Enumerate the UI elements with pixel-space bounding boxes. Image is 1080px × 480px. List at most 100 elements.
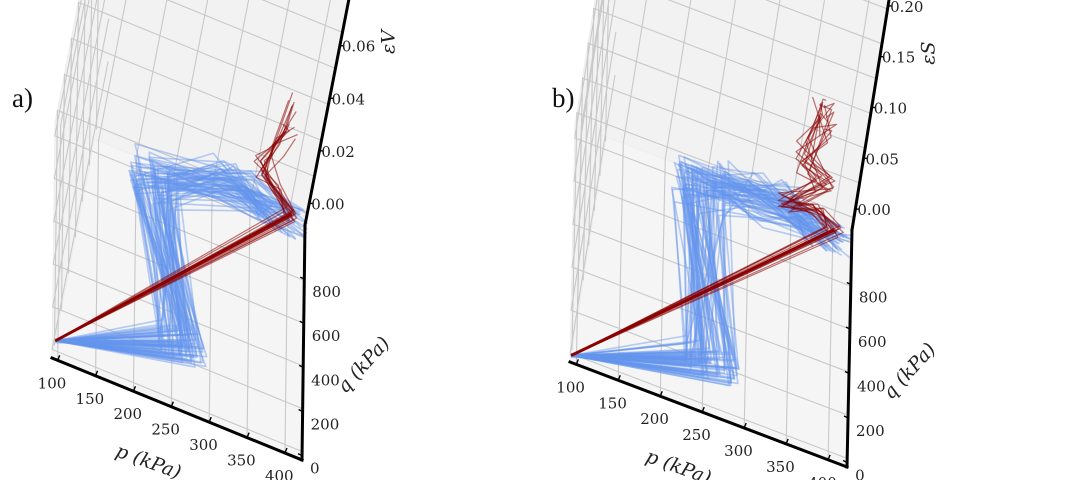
- gridline-p: [659, 0, 692, 397]
- series-line: [570, 111, 835, 357]
- gridline-p: [208, 0, 250, 423]
- q-tick: [299, 320, 305, 324]
- p-tick: [284, 447, 288, 454]
- gridline-z: [571, 112, 855, 350]
- series-line: [55, 171, 301, 355]
- series-line: [571, 160, 831, 357]
- z-tick-label: 0.02: [321, 143, 354, 161]
- p-tick-label: 400: [808, 474, 837, 480]
- gridline-z: [593, 0, 877, 211]
- q-axis: [845, 228, 854, 469]
- series-line: [570, 164, 835, 367]
- z-axis: [303, 0, 351, 227]
- series-observed: [54, 92, 298, 343]
- p-tick-label: 300: [724, 442, 753, 460]
- gridline-p: [617, 0, 647, 381]
- p-tick: [659, 390, 663, 397]
- z-tick-label: 0.00: [311, 195, 344, 213]
- p-tick: [743, 422, 747, 429]
- series-line: [570, 171, 826, 376]
- series-ramp: [54, 212, 293, 343]
- p-tick-label: 400: [265, 467, 294, 480]
- p-tick-label: 100: [38, 374, 67, 392]
- series-line: [570, 175, 810, 373]
- q-tick: [299, 276, 305, 280]
- p-tick: [617, 375, 621, 381]
- series-line: [55, 151, 282, 357]
- gridline-p: [743, 0, 781, 429]
- series-line: [55, 170, 274, 362]
- q-axis-title: q (kPa): [333, 332, 395, 397]
- series-line: [570, 103, 835, 357]
- q-tick-label: 600: [858, 333, 887, 351]
- gridline-z: [53, 109, 308, 346]
- series-line: [570, 193, 842, 380]
- series-line: [570, 163, 841, 370]
- series-line: [55, 183, 280, 342]
- series-line: [55, 184, 288, 364]
- series-line: [55, 193, 263, 358]
- series-line: [570, 160, 810, 377]
- p-tick: [57, 355, 61, 361]
- p-tick-label: 250: [151, 421, 180, 439]
- series-line: [55, 178, 266, 368]
- series-ramp: [570, 228, 835, 357]
- p-tick-label: 100: [556, 378, 585, 396]
- series-line: [570, 175, 806, 379]
- series-line: [55, 173, 308, 364]
- q-tick-label: 0: [310, 460, 320, 478]
- series-line: [571, 201, 841, 358]
- gridline-z: [81, 0, 336, 202]
- p-tick: [785, 438, 789, 445]
- floor-pane: [570, 125, 852, 467]
- q-axis-title: q (kPa): [879, 339, 941, 404]
- series-line: [55, 173, 259, 357]
- p-axis: [50, 356, 304, 462]
- gridline-z: [577, 77, 860, 316]
- p-tick-label: 250: [682, 426, 711, 444]
- series-line: [55, 171, 292, 342]
- series-line: [55, 167, 266, 364]
- series-line: [55, 175, 265, 360]
- series-line: [55, 186, 307, 342]
- z-tick-label: 0.20: [890, 0, 923, 16]
- gridline-z: [95, 0, 99, 130]
- series-line: [55, 169, 294, 342]
- series-line: [570, 162, 845, 370]
- series-line: [570, 170, 847, 372]
- series-line: [570, 168, 835, 377]
- series-line: [570, 204, 817, 367]
- series-line: [55, 123, 295, 342]
- q-tick: [846, 281, 852, 286]
- series-line: [55, 162, 262, 342]
- q-axis: [300, 223, 307, 462]
- series-line: [570, 193, 825, 380]
- series-line: [570, 171, 805, 357]
- gridline-p: [95, 0, 127, 376]
- series-line: [570, 128, 833, 357]
- z-axis: [850, 0, 891, 232]
- gridline-p: [170, 0, 209, 407]
- series-line: [55, 161, 272, 342]
- panel-label: b): [552, 83, 575, 113]
- series-line: [570, 175, 817, 369]
- series-line: [570, 166, 827, 384]
- gridline-p: [57, 0, 86, 361]
- q-tick-label: 0: [855, 467, 865, 480]
- q-tick: [845, 326, 851, 330]
- gridline-z: [588, 7, 871, 246]
- gridline-z: [67, 37, 322, 274]
- p-tick-label: 200: [640, 410, 669, 428]
- gridline-z: [74, 1, 329, 238]
- series-line: [55, 174, 290, 361]
- series-line: [570, 166, 809, 387]
- series-line: [571, 160, 852, 357]
- p-tick: [170, 401, 174, 407]
- series-line: [55, 202, 279, 350]
- series-line: [571, 186, 838, 357]
- series-line: [55, 176, 271, 354]
- q-tick: [844, 370, 850, 375]
- gridline-q: [574, 0, 852, 244]
- z-tick-label: 0.15: [882, 49, 915, 67]
